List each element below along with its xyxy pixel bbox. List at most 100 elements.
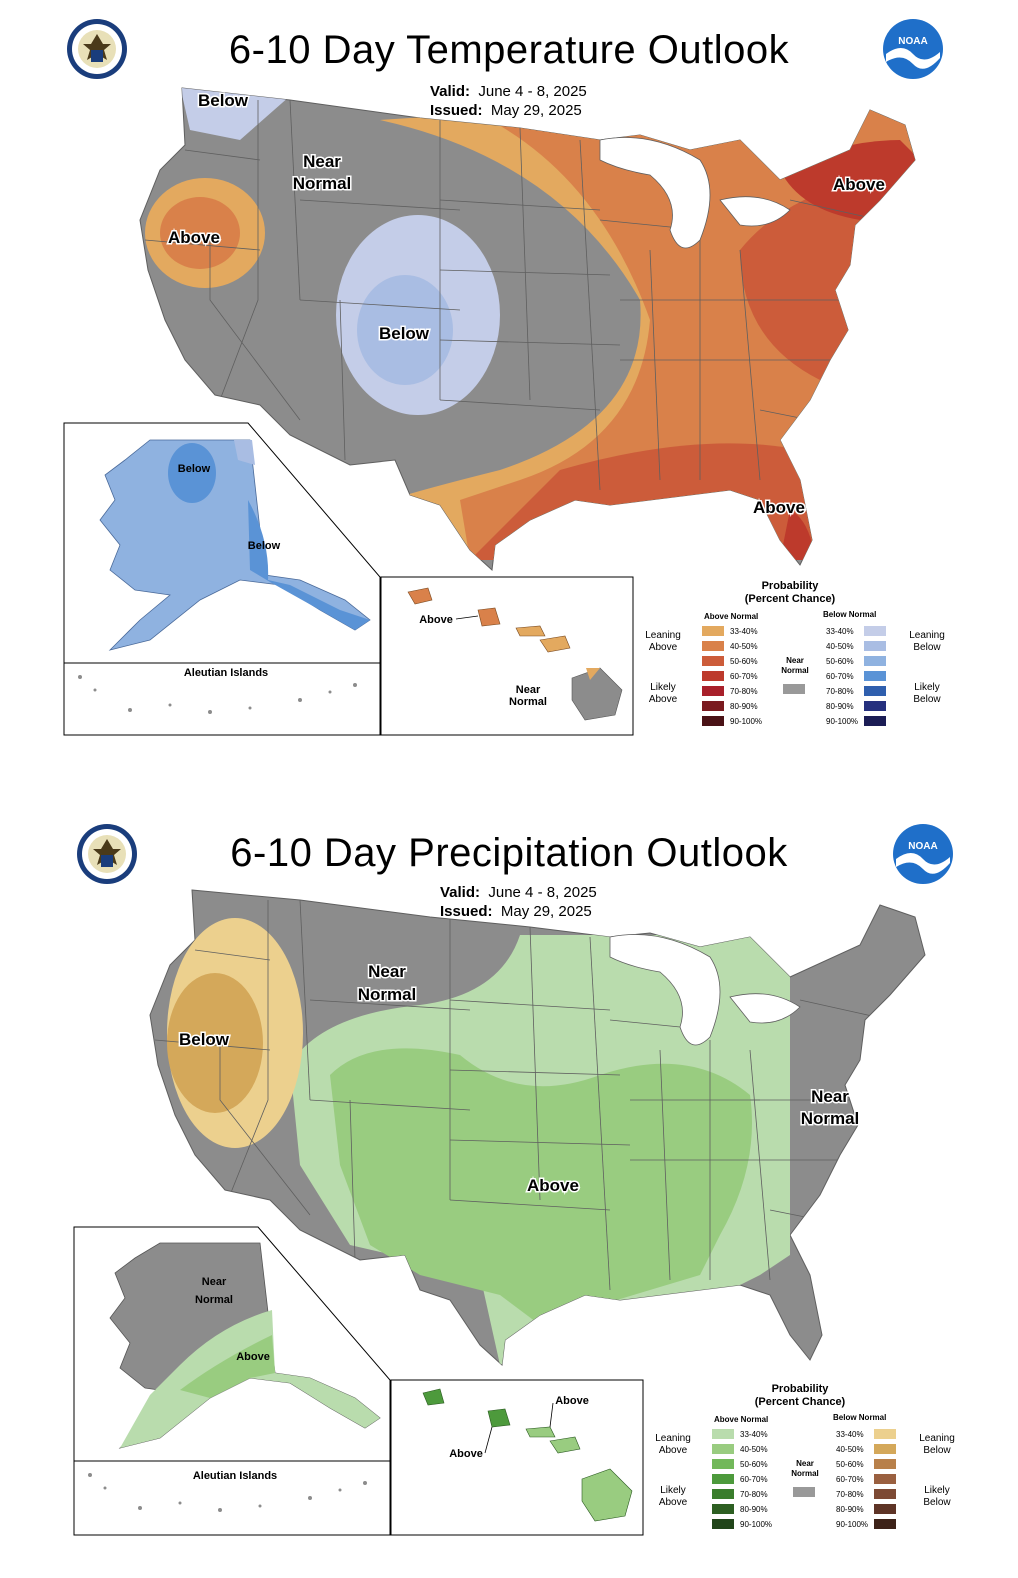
conus-temperature-map: Below Near Normal Above Below Above Abov… <box>63 87 916 736</box>
map-label-above-se: Above <box>753 498 805 517</box>
legend-below-bin-label: 50-60% <box>826 657 854 666</box>
legend-near-normal-swatch <box>793 1487 815 1497</box>
legend-above-bin-label: 90-100% <box>730 717 763 726</box>
temperature-outlook-panel: 6-10 Day Temperature Outlook NOAA Valid:… <box>0 0 1018 780</box>
legend-above-swatch <box>712 1444 734 1454</box>
legend-below-bin-label: 70-80% <box>836 1490 864 1499</box>
legend-leaning-below: Leaning Below <box>919 1433 955 1456</box>
legend-below-header: Below Normal <box>823 610 877 619</box>
legend-above-swatch <box>712 1504 734 1514</box>
legend-below-swatch <box>864 656 886 666</box>
svg-text:NOAA: NOAA <box>898 36 927 47</box>
legend-above-bin-label: 50-60% <box>740 1460 768 1469</box>
alaska-label-near-line1: Near <box>202 1276 227 1288</box>
alaska-label-below-north: Below <box>178 463 211 475</box>
doc-seal-icon <box>77 824 137 884</box>
page-title: 6-10 Day Precipitation Outlook <box>230 831 788 875</box>
legend-leaning-above: Leaning Above <box>655 1433 691 1456</box>
legend-likely-above: Likely Above <box>648 682 678 705</box>
legend-leaning-above: Leaning Above <box>645 630 681 653</box>
legend-above-bin-label: 33-40% <box>740 1430 768 1439</box>
legend-below-swatch <box>874 1429 896 1439</box>
legend-below-swatch <box>864 686 886 696</box>
legend-below-bin-label: 90-100% <box>826 717 859 726</box>
precipitation-legend: Probability (Percent Chance) Above Normal… <box>650 1383 955 1543</box>
alaska-label-above: Above <box>236 1351 270 1363</box>
legend-below-bin-label: 80-90% <box>836 1505 864 1514</box>
legend-below-swatch <box>874 1489 896 1499</box>
legend-above-swatch <box>712 1459 734 1469</box>
alaska-label-near-line2: Normal <box>195 1294 233 1306</box>
legend-below-swatch <box>874 1474 896 1484</box>
legend-near-normal: Near Normal <box>781 656 809 675</box>
legend-above-bin-label: 40-50% <box>740 1445 768 1454</box>
legend-above-swatch <box>702 641 724 651</box>
legend-below-bin-label: 33-40% <box>836 1430 864 1439</box>
legend-above-bin-label: 80-90% <box>740 1505 768 1514</box>
legend-above-bin-label: 33-40% <box>730 627 758 636</box>
legend-above-swatch <box>712 1489 734 1499</box>
legend-below-bin-label: 70-80% <box>826 687 854 696</box>
legend-below-bin-label: 33-40% <box>826 627 854 636</box>
page-title: 6-10 Day Temperature Outlook <box>228 28 790 72</box>
map-label-above-ne: Above <box>833 175 885 194</box>
legend-above-swatch <box>702 701 724 711</box>
map-label-below-west: Below <box>179 1030 230 1049</box>
legend-below-bin-label: 40-50% <box>836 1445 864 1454</box>
noaa-logo-icon: NOAA <box>893 824 953 884</box>
legend-above-swatch <box>702 671 724 681</box>
legend-above-bin-label: 70-80% <box>730 687 758 696</box>
legend-below-bin-label: 80-90% <box>826 702 854 711</box>
legend-above-swatch <box>702 626 724 636</box>
legend-above-swatch <box>712 1429 734 1439</box>
legend-below-bin-label: 60-70% <box>836 1475 864 1484</box>
aleutian-islands <box>88 1473 367 1512</box>
legend-title: Probability (Percent Chance) <box>744 580 836 605</box>
hawaii-label-near-line2: Normal <box>509 696 547 708</box>
legend-above-bin-label: 60-70% <box>740 1475 768 1484</box>
map-label-near-normal-east-line1: Near <box>811 1087 849 1106</box>
legend-below-swatch <box>864 716 886 726</box>
map-label-below-central: Below <box>379 324 430 343</box>
map-label-near-normal-east-line2: Normal <box>801 1109 860 1128</box>
legend-near-normal: Near Normal <box>791 1459 819 1478</box>
hawaii-label-above-east: Above <box>555 1395 589 1407</box>
svg-text:NOAA: NOAA <box>908 841 937 852</box>
legend-leaning-below: Leaning Below <box>909 630 945 653</box>
legend-below-bin-label: 40-50% <box>826 642 854 651</box>
temperature-legend: Probability (Percent Chance) Above Normal… <box>640 580 945 740</box>
legend-below-swatch <box>864 701 886 711</box>
great-lakes <box>609 934 721 1046</box>
map-label-above-central: Above <box>527 1176 579 1195</box>
legend-above-swatch <box>712 1474 734 1484</box>
legend-above-swatch <box>702 686 724 696</box>
legend-near-normal-swatch <box>783 684 805 694</box>
legend-title: Probability (Percent Chance) <box>754 1383 846 1408</box>
legend-likely-above: Likely Above <box>658 1485 688 1508</box>
map-label-near-normal-north-line1: Near <box>368 962 406 981</box>
legend-below-bin-label: 60-70% <box>826 672 854 681</box>
valid-dates: Valid: June 4 - 8, 2025 Issued: May 29, … <box>430 83 587 119</box>
valid-dates: Valid: June 4 - 8, 2025 Issued: May 29, … <box>440 884 597 920</box>
aleutian-label: Aleutian Islands <box>184 667 268 679</box>
legend-above-bin-label: 80-90% <box>730 702 758 711</box>
map-label-near-normal-line2: Normal <box>293 174 352 193</box>
legend-below-swatch <box>864 626 886 636</box>
legend-below-swatch <box>864 641 886 651</box>
precipitation-outlook-panel: 6-10 Day Precipitation Outlook NOAA Vali… <box>0 805 1018 1578</box>
legend-below-bin-label: 50-60% <box>836 1460 864 1469</box>
aleutian-label: Aleutian Islands <box>193 1470 277 1482</box>
legend-below-swatch <box>874 1504 896 1514</box>
legend-below-header: Below Normal <box>833 1413 887 1422</box>
map-label-below-nw: Below <box>198 91 249 110</box>
legend-below-swatch <box>864 671 886 681</box>
legend-above-header: Above Normal <box>714 1415 769 1424</box>
great-lakes <box>599 137 711 249</box>
legend-likely-below: Likely Below <box>923 1485 951 1508</box>
hawaii-label-above-west: Above <box>449 1448 483 1460</box>
legend-above-bin-label: 60-70% <box>730 672 758 681</box>
legend-above-swatch <box>712 1519 734 1529</box>
hawaii-label-above: Above <box>419 614 453 626</box>
legend-above-bin-label: 40-50% <box>730 642 758 651</box>
doc-seal-icon <box>67 19 127 79</box>
